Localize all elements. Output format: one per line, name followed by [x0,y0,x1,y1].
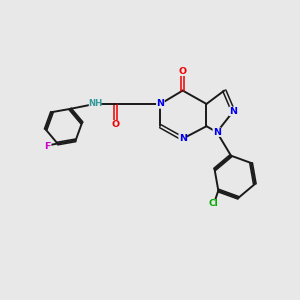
Text: NH: NH [88,99,102,108]
FancyBboxPatch shape [178,67,187,76]
FancyBboxPatch shape [43,142,51,151]
FancyBboxPatch shape [112,120,120,130]
FancyBboxPatch shape [178,134,187,143]
Text: Cl: Cl [209,200,219,208]
Text: N: N [156,99,164,108]
FancyBboxPatch shape [89,99,101,109]
FancyBboxPatch shape [229,106,238,116]
Text: F: F [44,142,50,151]
Text: O: O [178,67,187,76]
Text: N: N [213,128,221,137]
Text: N: N [179,134,187,143]
Text: N: N [229,107,237,116]
FancyBboxPatch shape [156,99,165,109]
Text: O: O [112,120,120,129]
FancyBboxPatch shape [208,199,220,208]
FancyBboxPatch shape [213,128,221,137]
